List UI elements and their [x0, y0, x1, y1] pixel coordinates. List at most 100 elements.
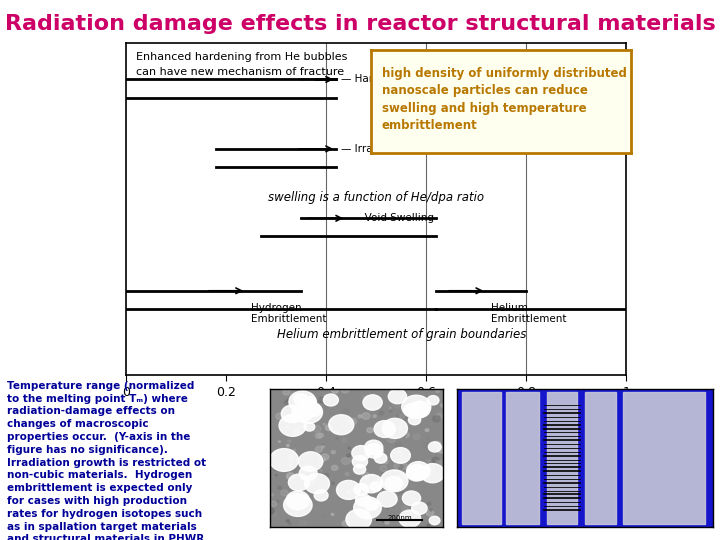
Circle shape	[266, 508, 274, 514]
Circle shape	[309, 458, 315, 463]
Circle shape	[398, 465, 403, 469]
Circle shape	[400, 456, 408, 462]
Circle shape	[441, 404, 444, 407]
Circle shape	[433, 416, 441, 422]
Circle shape	[304, 422, 315, 431]
Circle shape	[326, 397, 328, 399]
Circle shape	[333, 430, 338, 434]
Circle shape	[408, 415, 420, 425]
Circle shape	[393, 401, 401, 408]
Circle shape	[354, 483, 369, 496]
Circle shape	[350, 418, 351, 419]
Circle shape	[286, 519, 289, 522]
Circle shape	[409, 401, 430, 417]
Circle shape	[366, 446, 372, 451]
Circle shape	[372, 405, 375, 407]
Circle shape	[284, 402, 287, 404]
Circle shape	[304, 483, 308, 487]
Text: Tₘ: Tₘ	[636, 422, 652, 435]
Circle shape	[352, 456, 367, 468]
Circle shape	[414, 502, 420, 508]
Circle shape	[436, 474, 444, 480]
Circle shape	[301, 413, 308, 418]
Circle shape	[410, 484, 415, 488]
Circle shape	[354, 497, 382, 519]
Circle shape	[299, 452, 323, 471]
Circle shape	[382, 418, 408, 438]
Circle shape	[356, 494, 371, 506]
Circle shape	[331, 450, 336, 454]
Circle shape	[347, 454, 351, 457]
Circle shape	[380, 466, 387, 471]
Circle shape	[285, 426, 287, 428]
Circle shape	[287, 473, 295, 480]
Circle shape	[323, 394, 327, 397]
Circle shape	[407, 462, 430, 480]
Circle shape	[371, 409, 373, 410]
Circle shape	[293, 418, 296, 421]
Circle shape	[331, 465, 338, 470]
Text: T: T	[636, 395, 644, 408]
Circle shape	[415, 483, 420, 488]
Circle shape	[288, 454, 295, 460]
Circle shape	[274, 467, 279, 471]
Circle shape	[377, 408, 378, 409]
Circle shape	[399, 426, 403, 429]
Circle shape	[432, 457, 439, 463]
Circle shape	[279, 441, 280, 442]
Circle shape	[358, 466, 359, 468]
Circle shape	[332, 388, 338, 393]
Circle shape	[400, 414, 405, 418]
Circle shape	[400, 463, 408, 469]
Circle shape	[299, 520, 307, 526]
Circle shape	[402, 390, 407, 395]
Circle shape	[398, 450, 402, 454]
Circle shape	[297, 456, 300, 458]
Circle shape	[374, 421, 395, 437]
Circle shape	[436, 461, 443, 466]
Circle shape	[276, 443, 282, 448]
Circle shape	[407, 442, 410, 445]
Circle shape	[407, 465, 427, 481]
Circle shape	[331, 514, 334, 516]
Text: — Hardening: — Hardening	[341, 75, 409, 84]
Circle shape	[323, 443, 324, 445]
Circle shape	[439, 428, 445, 433]
Circle shape	[331, 482, 334, 484]
Circle shape	[315, 447, 323, 452]
Circle shape	[354, 510, 356, 511]
Circle shape	[286, 491, 310, 510]
Circle shape	[426, 510, 433, 516]
Circle shape	[421, 401, 426, 406]
Circle shape	[293, 430, 300, 435]
Text: — Irradiation Creep (Growth): — Irradiation Creep (Growth)	[341, 144, 492, 154]
Circle shape	[402, 498, 407, 502]
Circle shape	[292, 463, 297, 467]
Circle shape	[390, 410, 392, 412]
Circle shape	[412, 414, 416, 417]
Circle shape	[284, 400, 289, 404]
Circle shape	[287, 407, 294, 412]
Circle shape	[275, 457, 279, 460]
Circle shape	[323, 394, 338, 406]
Circle shape	[288, 454, 294, 460]
Circle shape	[433, 441, 441, 448]
Bar	[505, 392, 539, 524]
Circle shape	[345, 472, 349, 476]
Circle shape	[395, 443, 401, 448]
Circle shape	[316, 403, 319, 406]
Circle shape	[430, 464, 434, 468]
Circle shape	[416, 494, 418, 495]
Circle shape	[363, 395, 382, 410]
Circle shape	[427, 457, 430, 459]
Circle shape	[387, 436, 396, 443]
Circle shape	[288, 472, 290, 475]
Circle shape	[365, 500, 378, 510]
Circle shape	[283, 389, 289, 395]
Circle shape	[341, 457, 350, 464]
Circle shape	[402, 506, 408, 510]
Circle shape	[412, 415, 415, 418]
Circle shape	[352, 446, 371, 461]
Circle shape	[287, 444, 289, 447]
Circle shape	[376, 484, 383, 490]
